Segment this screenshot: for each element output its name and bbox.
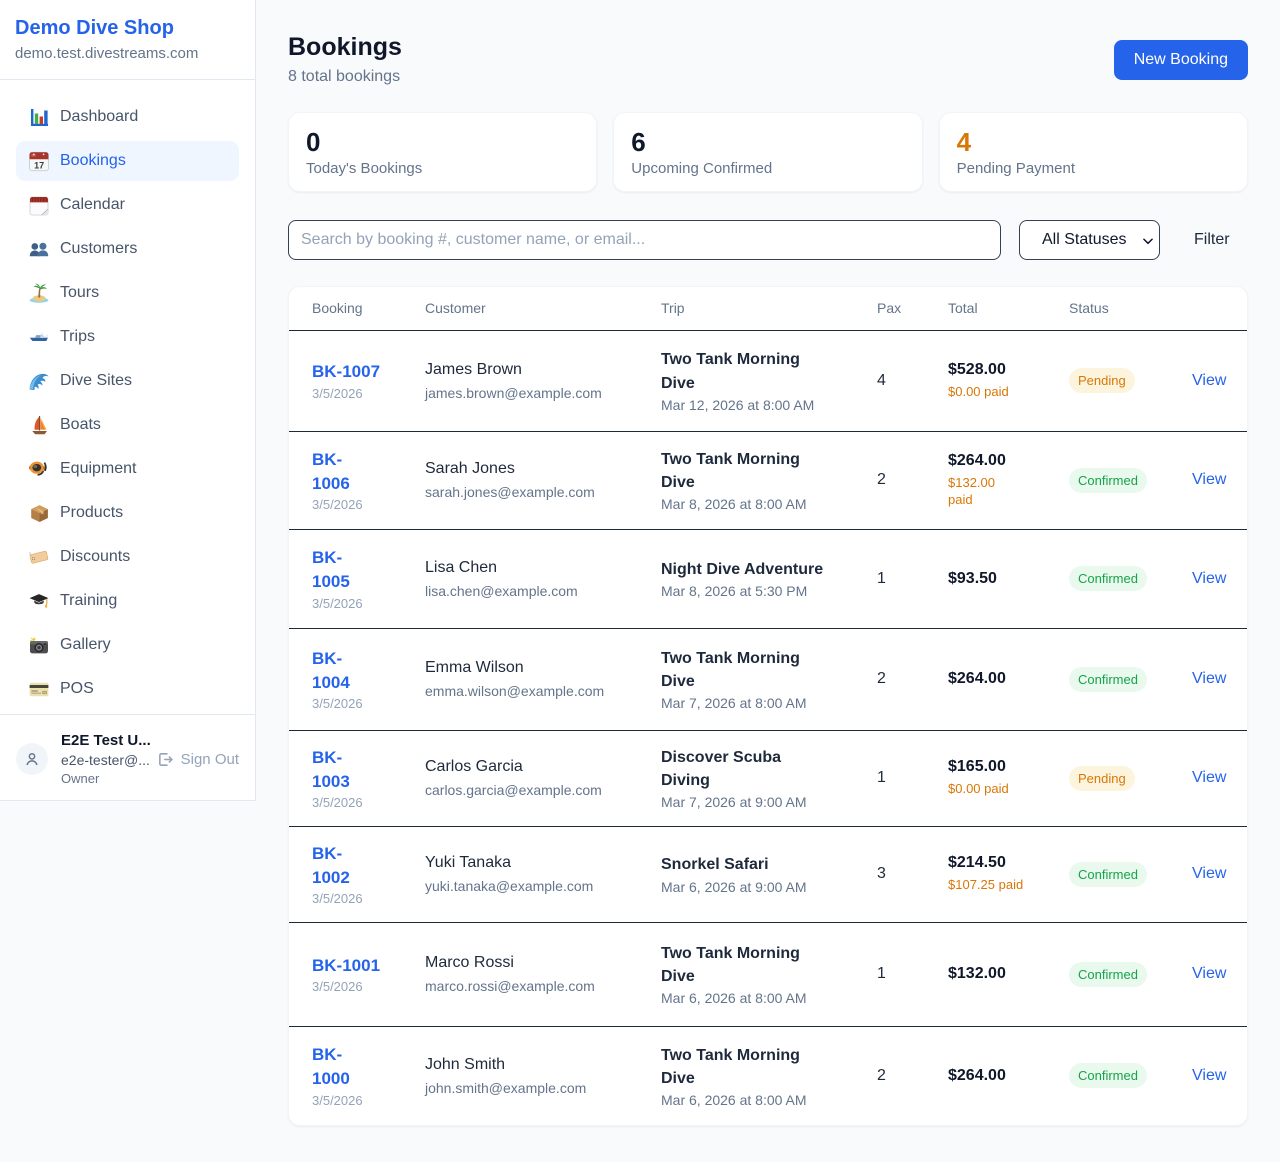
svg-text:17: 17 (34, 160, 44, 170)
